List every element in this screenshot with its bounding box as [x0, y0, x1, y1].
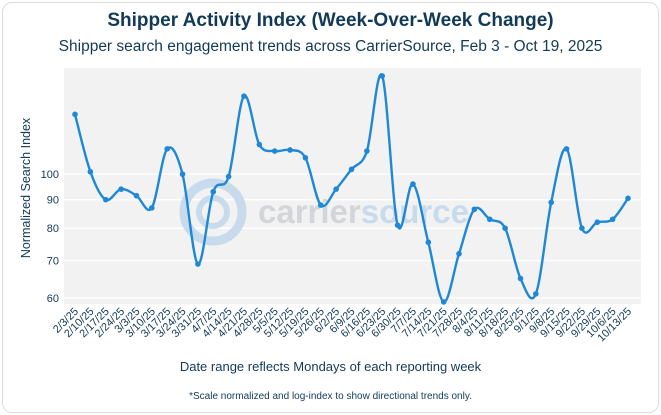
data-point [179, 171, 186, 177]
watermark-text: carriersource [258, 193, 469, 230]
data-point [271, 148, 278, 154]
data-point [625, 195, 631, 202]
data-point [440, 299, 447, 305]
data-point [456, 250, 462, 257]
data-point [102, 196, 109, 203]
data-point [333, 186, 339, 192]
data-point [563, 146, 570, 152]
data-point [241, 93, 247, 99]
data-point [149, 205, 155, 211]
x-axis-title: Date range reflects Mondays of each repo… [179, 359, 482, 374]
y-axis-ticks: 60 70 80 90 100 [41, 169, 59, 305]
data-point [502, 225, 508, 231]
data-point [471, 206, 478, 213]
y-tick-label: 90 [47, 195, 59, 207]
data-point [533, 291, 539, 297]
y-tick-label: 70 [47, 256, 59, 268]
data-point [287, 147, 293, 153]
data-point [133, 192, 140, 199]
data-point [118, 186, 124, 192]
data-points [72, 73, 631, 305]
chart-subtitle: Shipper search engagement trends across … [58, 38, 603, 55]
data-point [164, 146, 170, 152]
data-point [394, 222, 401, 228]
data-point [225, 173, 232, 180]
y-axis-title: Normalized Search Index [19, 117, 33, 258]
data-point [486, 216, 493, 223]
data-point [548, 199, 554, 206]
data-point [317, 202, 324, 208]
data-point [72, 111, 78, 118]
data-point [517, 275, 524, 282]
data-point [425, 239, 432, 246]
y-tick-label: 60 [47, 293, 59, 305]
data-point [256, 141, 263, 148]
data-point [579, 225, 585, 231]
y-tick-label: 80 [47, 223, 59, 235]
data-point [379, 73, 386, 79]
watermark-text-part2: source [361, 193, 469, 230]
watermark-logo: carriersource [179, 178, 469, 246]
data-point [195, 261, 201, 267]
chart-title: Shipper Activity Index (Week-Over-Week C… [107, 10, 554, 31]
data-point [594, 219, 601, 226]
watermark-text-part1: carrier [258, 193, 361, 230]
plot-area [64, 68, 641, 304]
x-axis-ticks: 2/3/252/10/252/17/252/24/253/3/253/10/25… [51, 306, 634, 345]
data-point [410, 181, 416, 187]
data-point [364, 148, 370, 154]
data-point [210, 188, 217, 195]
data-point [87, 168, 94, 175]
watermark-ring-icon [179, 178, 247, 246]
y-tick-label: 100 [41, 169, 59, 181]
data-point [348, 166, 355, 173]
footnote: *Scale normalized and log-index to show … [189, 391, 472, 402]
data-point [609, 216, 616, 223]
data-point [302, 154, 309, 161]
